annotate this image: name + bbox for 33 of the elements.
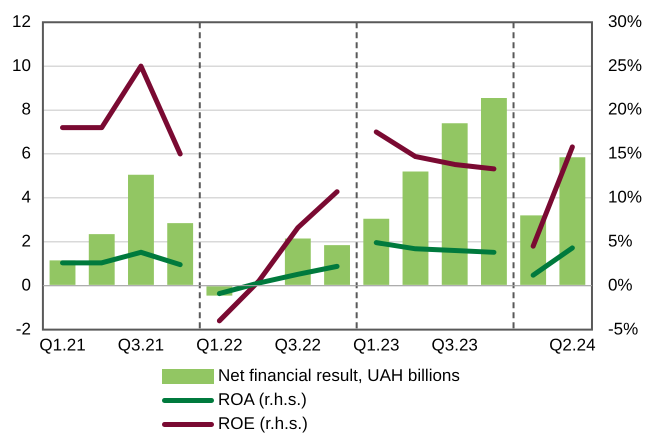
bar [402,172,428,285]
y2-tick-label: 5% [608,231,633,250]
y2-tick-label: -5% [608,319,638,338]
y-tick-label: 8 [21,100,31,119]
legend-label: ROA (r.h.s.) [218,389,307,411]
x-tick-label: Q3.23 [432,335,478,354]
legend-label: Net financial result, UAH billions [218,365,460,387]
y2-tick-label: 10% [608,188,642,207]
bar [324,245,350,285]
x-tick-label: Q3.22 [274,335,321,354]
x-tick-label: Q1.21 [39,335,86,354]
y-tick-label: 2 [21,231,31,250]
bar [363,218,390,285]
y-tick-label: 10 [12,56,31,75]
y-tick-label: 12 [12,12,31,31]
bar [442,123,468,285]
y2-tick-label: 15% [608,144,642,163]
x-tick-label: Q1.22 [196,335,243,354]
y2-tick-label: 25% [608,56,642,75]
legend-label: ROE (r.h.s.) [218,413,308,435]
y-tick-label: 0 [21,275,31,294]
y2-tick-label: 20% [608,100,642,119]
bar [480,98,507,285]
x-tick-label: Q1.23 [353,335,400,354]
y2-tick-label: 0% [608,275,633,294]
y-tick-label: 4 [21,188,31,207]
y-tick-label: 6 [21,144,31,163]
x-tick-label: Q3.21 [118,335,164,354]
bar [128,174,154,285]
bar [167,223,194,285]
y-tick-label: -2 [16,319,31,338]
x-tick-label: Q2.24 [549,335,596,354]
y2-tick-label: 30% [608,12,642,31]
